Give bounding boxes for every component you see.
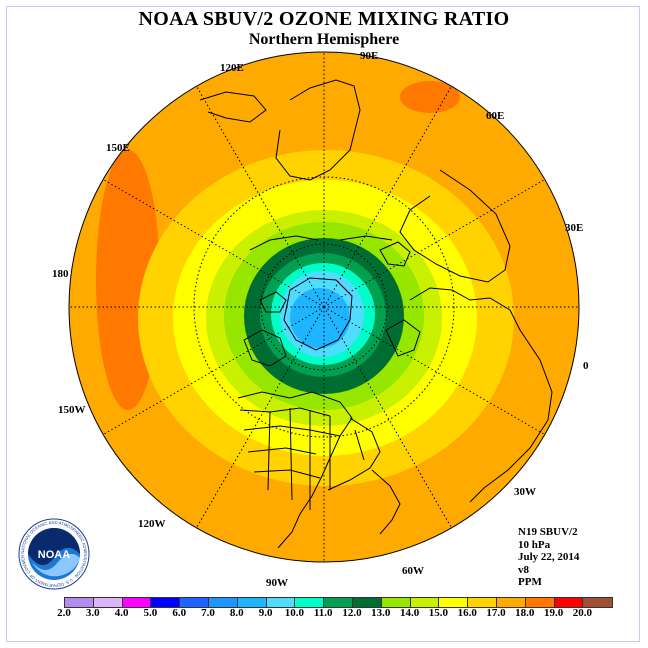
colorbar-segment-2.0-3.0 bbox=[65, 598, 94, 607]
colorbar-segment-14.0-15.0 bbox=[410, 598, 440, 607]
colorbar-tick-label: 11.0 bbox=[313, 607, 333, 619]
colorbar-tick-label: 14.0 bbox=[399, 607, 420, 619]
meridian-lines bbox=[69, 52, 579, 562]
lon-label-90e: 90E bbox=[360, 50, 379, 62]
colorbar-tick-label: 15.0 bbox=[428, 607, 449, 619]
band-17-18-southwest bbox=[138, 497, 162, 515]
colorbar-segment-20.0-undefined bbox=[583, 598, 613, 607]
noaa-logo: NOAA NATIONAL OCEANIC AND ATMOSPHERIC AD… bbox=[18, 518, 90, 590]
colorbar-tick-label: 10.0 bbox=[284, 607, 305, 619]
colorbar-segment-5.0-6.0 bbox=[151, 598, 181, 607]
east-asia-coast bbox=[199, 91, 267, 123]
data-info-block: N19 SBUV/2 10 hPa July 22, 2014 v8 PPM bbox=[518, 526, 579, 589]
asia-interior-coast bbox=[275, 79, 361, 181]
colorbar bbox=[64, 597, 614, 608]
lon-label-30w: 30W bbox=[514, 486, 536, 498]
meridian-60E bbox=[196, 306, 325, 529]
lon-label-30e: 30E bbox=[565, 222, 584, 234]
map-subtitle: Northern Hemisphere bbox=[248, 31, 400, 48]
meridian-30E bbox=[102, 306, 325, 435]
colorbar-segment-7.0-8.0 bbox=[208, 598, 238, 607]
lon-label-150e: 150E bbox=[106, 142, 130, 154]
colorbar-segment-18.0-19.0 bbox=[525, 598, 555, 607]
meridian-30W bbox=[102, 179, 325, 308]
band-7-8 bbox=[290, 288, 350, 348]
latitude-circle-50n bbox=[193, 176, 455, 438]
colorbar-segment-10.0-11.0 bbox=[295, 598, 325, 607]
lon-label-60e: 60E bbox=[486, 110, 505, 122]
info-units: PPM bbox=[518, 576, 542, 588]
lon-label-120w: 120W bbox=[138, 518, 166, 530]
graticule bbox=[69, 52, 579, 562]
greenland-arctic bbox=[283, 277, 353, 351]
band-17-18-north bbox=[400, 81, 460, 113]
colorbar-tick-label: 2.0 bbox=[57, 607, 71, 619]
colorbar-segment-19.0-20.0 bbox=[554, 598, 584, 607]
lon-label-0: 0 bbox=[583, 360, 589, 372]
meridian-120W bbox=[323, 85, 452, 308]
colorbar-segment-17.0-18.0 bbox=[496, 598, 526, 607]
info-version: v8 bbox=[518, 563, 529, 576]
coastlines bbox=[199, 79, 553, 549]
colorbar-segment-6.0-7.0 bbox=[180, 598, 209, 607]
meridian-60W bbox=[196, 85, 325, 308]
noaa-logo-text: NOAA bbox=[38, 549, 70, 561]
meridian-120E bbox=[323, 306, 452, 529]
colorbar-segment-4.0-5.0 bbox=[122, 598, 152, 607]
colorbar-tick-label: 13.0 bbox=[371, 607, 391, 619]
lon-label-60w: 60W bbox=[402, 565, 424, 577]
colorbar-segment-15.0-16.0 bbox=[439, 598, 469, 607]
colorbar-segment-12.0-13.0 bbox=[352, 598, 382, 607]
map-boundary bbox=[68, 51, 580, 563]
lon-label-150w: 150W bbox=[58, 404, 86, 416]
eurasia-coast bbox=[399, 169, 511, 283]
colorbar-tick-label: 6.0 bbox=[172, 607, 187, 619]
arctic-islands bbox=[243, 291, 287, 367]
info-pressure: 10 hPa bbox=[518, 538, 551, 551]
lon-label-120e: 120E bbox=[220, 62, 244, 74]
svalbard-scandinavia bbox=[379, 241, 421, 357]
east-coast-detail bbox=[354, 429, 401, 535]
colorbar-tick-label: 9.0 bbox=[258, 607, 273, 619]
colorbar-tick-label: 4.0 bbox=[114, 607, 129, 619]
state-borders bbox=[239, 407, 341, 479]
colorbar-tick-label: 7.0 bbox=[201, 607, 215, 619]
colorbar-tick-label: 16.0 bbox=[457, 607, 477, 619]
colorbar-tick-label: 8.0 bbox=[229, 607, 244, 619]
state-borders-vertical bbox=[267, 407, 331, 510]
meridian-150W bbox=[323, 179, 546, 308]
info-date: July 22, 2014 bbox=[518, 551, 580, 563]
colorbar-labels: 2.0 3.0 4.0 5.0 6.0 7.0 8.0 9.0 10.0 11.0 12.0 13.0… bbox=[57, 607, 592, 623]
colorbar-tick-label: 18.0 bbox=[515, 607, 535, 619]
info-satellite: N19 SBUV/2 bbox=[518, 526, 578, 538]
colorbar-tick-label: 5.0 bbox=[143, 607, 158, 619]
colorbar-tick-label: 12.0 bbox=[342, 607, 362, 619]
colorbar-tick-label: 19.0 bbox=[543, 607, 564, 619]
colorbar-tick-label: 17.0 bbox=[486, 607, 506, 619]
colorbar-tick-label: 20.0 bbox=[572, 607, 593, 619]
colorbar-segment-8.0-9.0 bbox=[237, 598, 267, 607]
figure-frame bbox=[6, 6, 640, 642]
meridian-150E bbox=[323, 306, 546, 435]
colorbar-segment-3.0-4.0 bbox=[93, 598, 123, 607]
lon-label-90w: 90W bbox=[266, 577, 288, 589]
colorbar-segment-11.0-12.0 bbox=[324, 598, 353, 607]
colorbar-segment-13.0-14.0 bbox=[381, 598, 411, 607]
latitude-circle-70n bbox=[260, 243, 388, 371]
lon-label-180: 180 bbox=[52, 268, 69, 280]
map-title: NOAA SBUV/2 OZONE MIXING RATIO bbox=[138, 8, 510, 30]
siberian-coast bbox=[249, 235, 393, 251]
colorbar-tick-label: 3.0 bbox=[85, 607, 100, 619]
colorbar-segment-9.0-10.0 bbox=[266, 598, 296, 607]
europe-africa-coast bbox=[409, 287, 553, 503]
colorbar-segment-16.0-17.0 bbox=[468, 598, 497, 607]
